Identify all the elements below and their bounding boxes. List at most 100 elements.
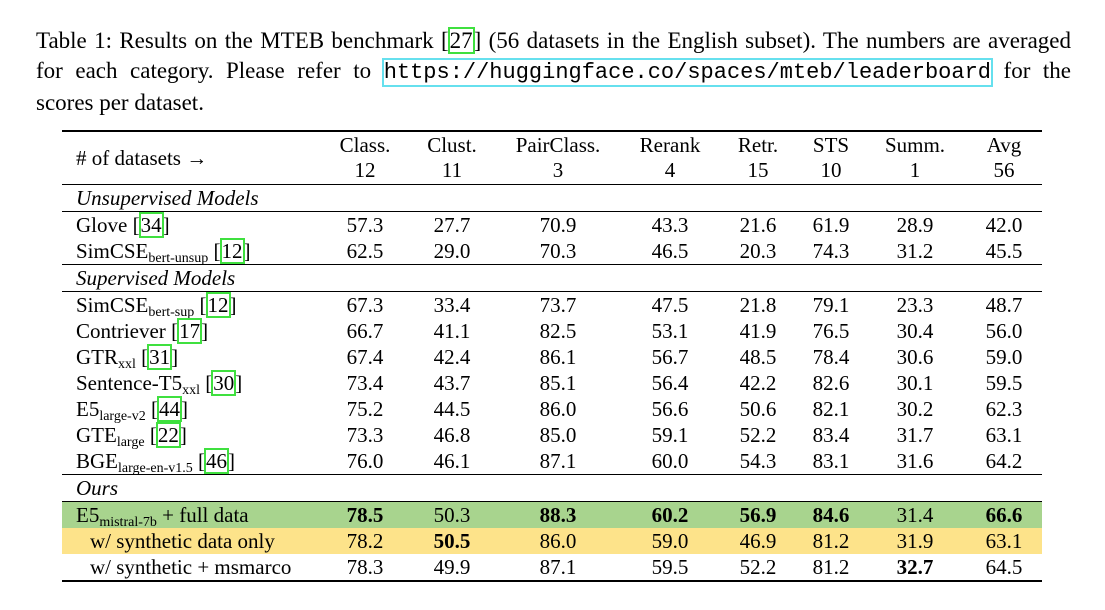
- model-name: Sentence-T5xxl [30]: [76, 369, 243, 398]
- model-base-name: GTE: [76, 422, 117, 447]
- model-base-name: Sentence-T5: [76, 370, 183, 395]
- score-cell: 76.5: [812, 318, 850, 343]
- score-cell: 59.5: [985, 370, 1023, 395]
- score-cell: 27.7: [410, 211, 494, 238]
- mteb-results-table: # of datasets → Class. 12 Clust. 11 PairCl…: [62, 130, 1042, 582]
- table-row: BGElarge-en-v1.5 [46] 76.0 46.1 87.1 60.0 54.…: [62, 447, 1042, 475]
- score-cell: 23.3: [864, 291, 966, 318]
- score-cell: 87.1: [539, 448, 577, 473]
- score-cell: 83.1: [812, 448, 850, 473]
- table-row: Contriever [17] 66.7 41.1 82.5 53.1 41.9 76.5 3…: [62, 317, 1042, 344]
- score-cell: 57.3: [320, 211, 410, 238]
- score-cell: 20.3: [739, 238, 777, 263]
- group-label: Ours: [62, 474, 1042, 502]
- score-cell: 86.0: [539, 396, 577, 421]
- group-label: Unsupervised Models: [62, 184, 1042, 212]
- score-cell: 82.6: [812, 370, 850, 395]
- score-cell: 86.0: [494, 528, 622, 554]
- citation-link[interactable]: 31: [147, 343, 173, 370]
- score-cell: 56.7: [651, 344, 689, 369]
- score-cell: 73.7: [494, 291, 622, 318]
- table-row: SimCSEbert-sup [12] 67.3 33.4 73.7 47.5 21.8 7…: [62, 291, 1042, 320]
- column-header: Clust. 11: [410, 130, 494, 185]
- citation-link[interactable]: 46: [204, 447, 230, 474]
- score-cell: 30.6: [896, 344, 934, 369]
- leaderboard-url-link[interactable]: https://huggingface.co/spaces/mteb/leade…: [381, 58, 994, 87]
- score-cell: 46.5: [651, 238, 689, 263]
- score-cell: 53.1: [651, 318, 689, 343]
- model-variant: mistral-7b: [99, 514, 157, 530]
- model-base-name: GTR: [76, 344, 118, 369]
- score-cell: 49.9: [410, 554, 494, 582]
- column-header: PairClass. 3: [494, 130, 622, 185]
- model-name: GTRxxl [31]: [76, 343, 179, 372]
- score-cell: 61.9: [798, 211, 864, 238]
- score-cell: 31.7: [896, 422, 934, 447]
- score-cell: 47.5: [622, 291, 718, 318]
- table-header-row: # of datasets → Class. 12 Clust. 11 PairCl…: [62, 130, 1042, 185]
- score-cell: 59.1: [651, 422, 689, 447]
- score-cell: 50.6: [739, 396, 777, 421]
- score-cell: 56.0: [985, 318, 1023, 343]
- model-variant: bert-sup: [148, 304, 195, 320]
- score-cell: 67.4: [346, 344, 384, 369]
- score-cell: 62.3: [985, 396, 1023, 421]
- score-cell: 78.5: [320, 501, 410, 528]
- header-label: # of datasets →: [62, 130, 320, 185]
- citation-link[interactable]: 44: [156, 395, 182, 422]
- citation-link[interactable]: 12: [219, 237, 245, 264]
- group-label: Supervised Models: [62, 264, 1042, 292]
- model-name: w/ synthetic data only: [62, 528, 320, 554]
- model-base-name: E5: [76, 396, 100, 421]
- score-cell: 30.4: [896, 318, 934, 343]
- model-base-name: E5: [76, 502, 100, 527]
- model-variant: large: [116, 434, 145, 450]
- citation-link[interactable]: 34: [138, 211, 164, 238]
- model-name: E5mistral-7b + full data: [62, 501, 320, 530]
- citation-link[interactable]: 12: [205, 291, 231, 318]
- citation-link[interactable]: 27: [447, 27, 475, 54]
- column-header: Retr. 15: [718, 130, 798, 185]
- score-cell: 81.2: [798, 528, 864, 554]
- model-variant: large-v2: [99, 408, 146, 424]
- table-caption: Table 1: Results on the MTEB benchmark […: [36, 26, 1071, 118]
- model-base-name: w/ synthetic + msmarco: [90, 554, 292, 579]
- score-cell: 42.2: [739, 370, 777, 395]
- score-cell: 31.9: [864, 528, 966, 554]
- caption-text: for the scores per dataset.: [36, 58, 1072, 115]
- score-cell: 56.6: [651, 396, 689, 421]
- score-cell: 48.5: [739, 344, 777, 369]
- score-cell: 66.7: [346, 318, 384, 343]
- score-cell: 31.6: [896, 448, 934, 473]
- score-cell: 62.5: [346, 238, 384, 263]
- model-base-name: BGE: [76, 448, 118, 473]
- model-base-name: SimCSE: [76, 238, 149, 263]
- score-cell: 78.3: [320, 554, 410, 582]
- column-header: Avg 56: [966, 130, 1042, 185]
- citation-link[interactable]: 22: [155, 421, 181, 448]
- caption-text: ] (56 datasets in the English subset). T…: [36, 28, 1071, 83]
- table-row: GTRxxl [31] 67.4 42.4 86.1 56.7 48.5 78.4 30.6 5…: [62, 343, 1042, 372]
- score-cell: 85.0: [539, 422, 577, 447]
- citation-link[interactable]: 17: [177, 317, 203, 344]
- score-cell: 59.5: [622, 554, 718, 582]
- score-cell: 29.0: [433, 238, 471, 263]
- model-base-name: Contriever: [76, 318, 166, 343]
- score-cell: 73.4: [346, 370, 384, 395]
- citation-link[interactable]: 30: [211, 369, 237, 396]
- model-variant: xxl: [182, 382, 201, 398]
- group-row: Unsupervised Models: [62, 184, 1042, 212]
- score-cell: 59.0: [622, 528, 718, 554]
- score-cell: 28.9: [864, 211, 966, 238]
- score-cell: 21.8: [718, 291, 798, 318]
- model-variant: xxl: [118, 356, 136, 372]
- score-cell: 42.0: [966, 211, 1042, 238]
- score-cell: 66.6: [966, 501, 1042, 528]
- score-cell: 33.4: [410, 291, 494, 318]
- score-cell: 46.1: [433, 448, 471, 473]
- score-cell: 64.5: [966, 554, 1042, 582]
- table-row: Glove [34] 57.3 27.7 70.9 43.3 21.6 61.9 28.9 42…: [62, 211, 1042, 238]
- model-name: w/ synthetic + msmarco: [62, 554, 320, 582]
- score-cell: 41.9: [739, 318, 777, 343]
- model-name: Glove [34]: [62, 211, 320, 238]
